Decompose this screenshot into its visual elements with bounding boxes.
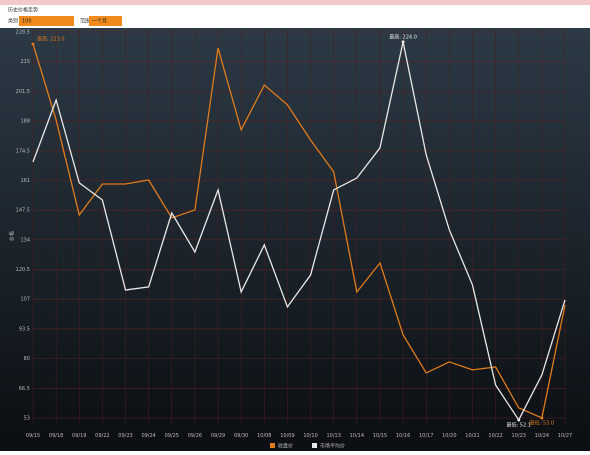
category-label: 类别 (8, 18, 18, 25)
y-tick-label: 80 (24, 356, 30, 362)
y-tick-label: 147.5 (16, 208, 30, 214)
top-strip (0, 0, 590, 5)
page-title: 历史价格走势 (8, 7, 38, 14)
series-line (32, 41, 566, 422)
extreme-point (517, 418, 521, 422)
x-tick-label: 09/24 (141, 433, 155, 439)
x-tick-label: 09/18 (49, 433, 63, 439)
x-tick-label: 10/10 (303, 433, 317, 439)
y-tick-label: 215 (20, 59, 30, 65)
extreme-label: 最高: 224.0 (389, 33, 417, 40)
legend-label: 市场平均价 (320, 443, 345, 450)
legend-label: 收盘价 (278, 443, 293, 450)
x-tick-label: 09/30 (234, 433, 248, 439)
category-value: 100 (22, 19, 32, 25)
x-tick-label: 09/23 (118, 433, 132, 439)
y-tick-label: 66.5 (19, 386, 30, 392)
extreme-point (540, 416, 544, 420)
extreme-point (401, 40, 405, 44)
x-tick-label: 10/27 (558, 433, 572, 439)
extreme-label: 最高: 223.0 (37, 36, 65, 43)
extreme-label: 最低: 52.1 (507, 421, 531, 428)
x-tick-label: 09/25 (165, 433, 179, 439)
x-tick-label: 09/19 (72, 433, 86, 439)
y-tick-label: 93.5 (19, 326, 30, 332)
x-tick-label: 10/13 (326, 433, 340, 439)
range-select[interactable] (89, 16, 122, 26)
x-tick-label: 10/24 (535, 433, 549, 439)
range-label: 范围 (80, 18, 90, 25)
x-tick-label: 10/08 (257, 433, 271, 439)
extreme-label: 最低: 53.0 (530, 420, 554, 427)
x-tick-label: 09/15 (26, 433, 40, 439)
legend-swatch (270, 443, 275, 448)
x-tick-label: 09/29 (211, 433, 225, 439)
x-tick-label: 10/22 (488, 433, 502, 439)
y-tick-label: 201.5 (16, 89, 30, 95)
x-tick-label: 10/16 (396, 433, 410, 439)
y-tick-label: 134 (20, 237, 30, 243)
y-tick-label: 53 (24, 416, 30, 422)
legend-swatch (312, 443, 317, 448)
x-tick-label: 10/23 (512, 433, 526, 439)
x-tick-label: 10/21 (465, 433, 479, 439)
category-select[interactable] (19, 16, 74, 26)
x-tick-label: 09/22 (95, 433, 109, 439)
range-value: 一个月 (92, 19, 107, 25)
x-tick-label: 09/26 (188, 433, 202, 439)
x-tick-label: 10/09 (280, 433, 294, 439)
x-tick-label: 10/20 (442, 433, 456, 439)
y-tick-label: 174.5 (16, 148, 30, 154)
chart-background (0, 28, 590, 451)
y-tick-label: 188 (20, 119, 30, 125)
x-tick-label: 10/15 (373, 433, 387, 439)
y-tick-label: 107 (20, 297, 30, 303)
series-line (32, 43, 566, 419)
y-tick-label: 228.5 (16, 29, 30, 35)
y-tick-label: 161 (20, 178, 30, 184)
y-tick-label: 120.5 (16, 267, 30, 273)
y-axis-label: 价格 (9, 231, 16, 241)
x-tick-label: 10/14 (350, 433, 364, 439)
x-tick-label: 10/17 (419, 433, 433, 439)
extreme-point (31, 42, 35, 46)
